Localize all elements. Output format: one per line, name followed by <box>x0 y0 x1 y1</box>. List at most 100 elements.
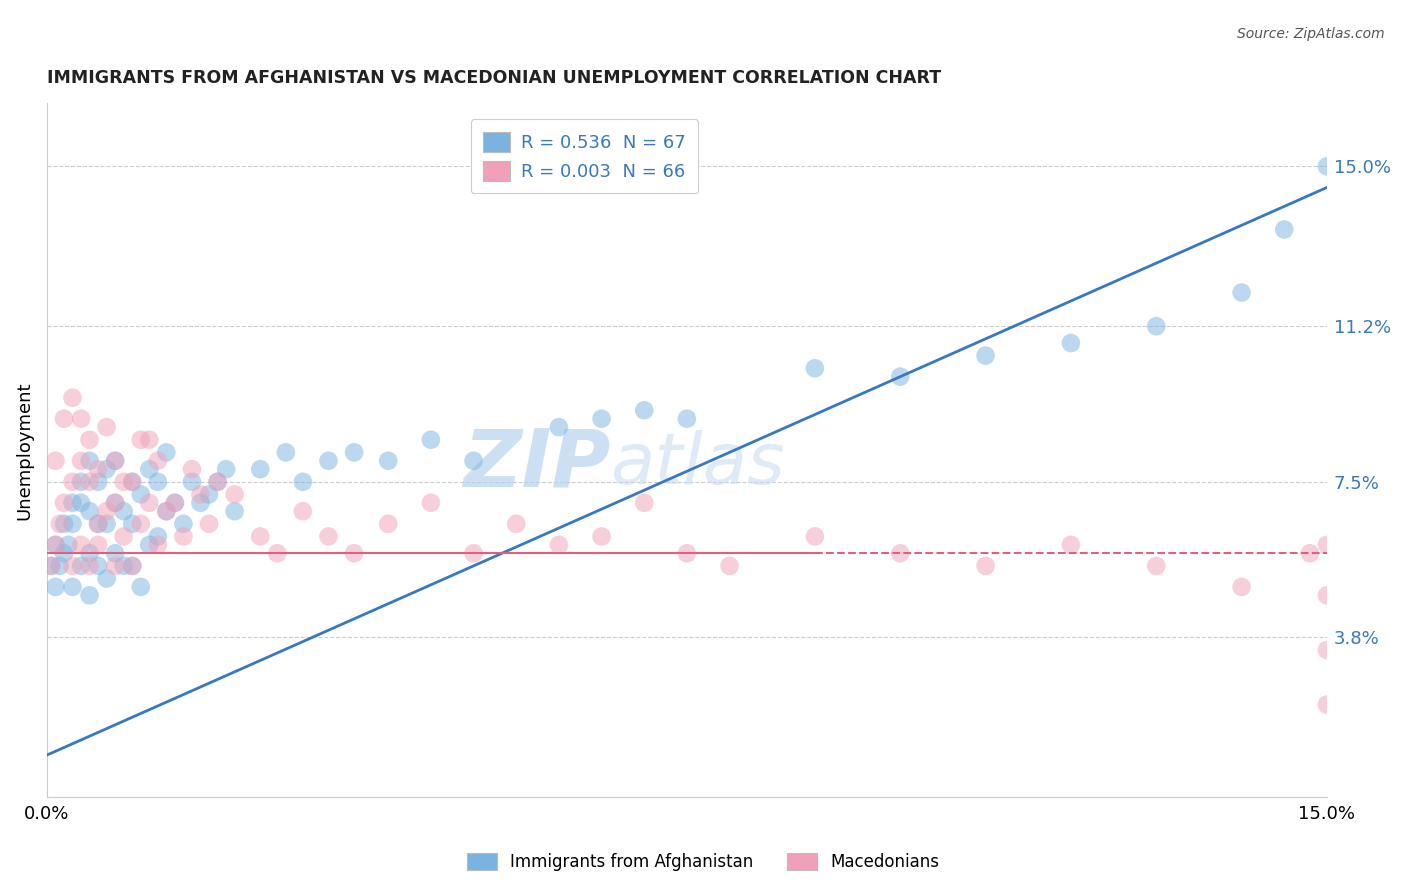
Point <box>249 529 271 543</box>
Point <box>1316 538 1339 552</box>
Point <box>633 496 655 510</box>
Point <box>58 538 80 552</box>
Point <box>129 580 152 594</box>
Point <box>48 516 70 531</box>
Point <box>62 516 84 531</box>
Point <box>70 475 93 489</box>
Point <box>419 496 441 510</box>
Point <box>172 516 194 531</box>
Point <box>190 496 212 510</box>
Point <box>70 538 93 552</box>
Point <box>676 546 699 560</box>
Point <box>591 529 613 543</box>
Text: Source: ZipAtlas.com: Source: ZipAtlas.com <box>1237 27 1385 41</box>
Point <box>44 538 66 552</box>
Point <box>804 361 827 376</box>
Point <box>1144 558 1167 573</box>
Text: ZIP: ZIP <box>463 425 610 503</box>
Point <box>96 516 118 531</box>
Point <box>62 580 84 594</box>
Point <box>121 475 143 489</box>
Point <box>343 546 366 560</box>
Point <box>274 445 297 459</box>
Point <box>198 487 221 501</box>
Point <box>224 487 246 501</box>
Point <box>87 516 110 531</box>
Point <box>104 454 127 468</box>
Point <box>104 546 127 560</box>
Point <box>343 445 366 459</box>
Point <box>215 462 238 476</box>
Point <box>39 558 62 573</box>
Point <box>146 529 169 543</box>
Point <box>974 349 997 363</box>
Point <box>87 475 110 489</box>
Point <box>52 546 75 560</box>
Point <box>318 454 340 468</box>
Point <box>44 580 66 594</box>
Point <box>138 462 160 476</box>
Point <box>377 454 399 468</box>
Point <box>138 496 160 510</box>
Point <box>463 454 485 468</box>
Point <box>79 588 101 602</box>
Point <box>548 538 571 552</box>
Point <box>1316 160 1339 174</box>
Point <box>1230 580 1253 594</box>
Point <box>548 420 571 434</box>
Point <box>44 538 66 552</box>
Point <box>104 496 127 510</box>
Point <box>62 496 84 510</box>
Point <box>1272 222 1295 236</box>
Point <box>112 504 135 518</box>
Point <box>129 516 152 531</box>
Point <box>104 558 127 573</box>
Point <box>377 516 399 531</box>
Point <box>62 558 84 573</box>
Point <box>207 475 229 489</box>
Point <box>112 529 135 543</box>
Point <box>633 403 655 417</box>
Point <box>146 454 169 468</box>
Point <box>318 529 340 543</box>
Point <box>889 369 911 384</box>
Point <box>87 516 110 531</box>
Point <box>266 546 288 560</box>
Point <box>129 433 152 447</box>
Point <box>181 475 204 489</box>
Point <box>146 538 169 552</box>
Point <box>1060 336 1083 351</box>
Point <box>249 462 271 476</box>
Point <box>44 454 66 468</box>
Point <box>804 529 827 543</box>
Point <box>52 516 75 531</box>
Point <box>121 558 143 573</box>
Point <box>87 558 110 573</box>
Point <box>96 462 118 476</box>
Point <box>591 411 613 425</box>
Point <box>79 475 101 489</box>
Point <box>889 546 911 560</box>
Point <box>112 475 135 489</box>
Point <box>146 475 169 489</box>
Point <box>291 504 314 518</box>
Point <box>48 558 70 573</box>
Point <box>79 558 101 573</box>
Point <box>62 475 84 489</box>
Point <box>155 445 177 459</box>
Point <box>163 496 186 510</box>
Point <box>1060 538 1083 552</box>
Point <box>291 475 314 489</box>
Point <box>79 504 101 518</box>
Point <box>1299 546 1322 560</box>
Point <box>39 558 62 573</box>
Legend: Immigrants from Afghanistan, Macedonians: Immigrants from Afghanistan, Macedonians <box>458 845 948 880</box>
Point <box>79 454 101 468</box>
Point <box>1144 319 1167 334</box>
Point <box>121 516 143 531</box>
Point <box>138 433 160 447</box>
Point <box>96 504 118 518</box>
Point <box>1316 588 1339 602</box>
Point <box>1316 698 1339 712</box>
Point <box>87 462 110 476</box>
